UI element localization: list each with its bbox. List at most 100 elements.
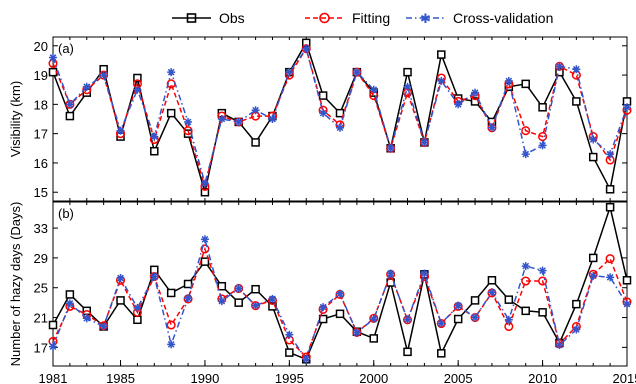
panel-b-cross-validation-point <box>116 274 125 283</box>
panel-a-cross-validation-point <box>268 115 277 123</box>
panel-a-obs-point <box>588 152 598 162</box>
legend: Obs Fitting ✱ Cross-validation <box>172 10 553 26</box>
panel-a-cross-validation-point <box>217 115 226 123</box>
panel-a-cross-validation-point <box>251 106 260 115</box>
panel-a-cross-validation-point <box>437 76 446 85</box>
panel-b-fitting-point <box>166 320 176 330</box>
panel-a-cross-validation-point <box>184 117 193 126</box>
panel-b-obs-point <box>538 308 547 317</box>
panel-b-cross-validation-point <box>82 314 91 323</box>
panel-b-cross-validation-point <box>538 266 547 275</box>
panel-a-cross-validation-point <box>319 109 328 118</box>
panel-a-cross-validation-point <box>352 68 361 77</box>
panel-b-cross-validation-point <box>589 271 598 280</box>
panel-b-cross-validation-point <box>302 355 311 364</box>
panel-a-fitting-point <box>521 126 531 136</box>
panel-b-cross-validation-point <box>167 340 176 349</box>
panel-a-y-ticks: 15 16 17 18 19 20 <box>34 37 628 201</box>
panel-a-cross-validation-point <box>116 126 125 135</box>
panel-a-obs-point <box>605 185 615 194</box>
panel-b-obs-point <box>622 276 632 285</box>
panel-b-fitting-point <box>521 276 531 286</box>
panel-b-cross-validation-point <box>555 341 564 350</box>
panel-b-cross-validation-point <box>606 273 615 282</box>
panel-b-y-tick-label: 25 <box>34 281 48 296</box>
panel-b-cross-validation-point <box>487 288 496 297</box>
panel-a-cross-validation-point <box>99 71 108 80</box>
panel-b-obs-point <box>470 296 480 305</box>
panel-b-cross-validation-point <box>200 235 209 244</box>
x-axis-ticks: 1981 1985 1990 1995 2000 2005 2010 2015 <box>39 360 636 384</box>
panel-a-obs-point <box>133 73 142 83</box>
panel-a-cross-validation-point <box>454 100 463 109</box>
panel-a-label: (a) <box>58 41 74 56</box>
panel-b-y-tick-label: 33 <box>34 221 48 236</box>
panel-a-cross-validation-point <box>336 123 344 132</box>
panel-a-obs-point <box>335 108 345 118</box>
panel-a-y-tick-label: 15 <box>34 185 48 200</box>
panel-a-cross-validation-point <box>386 144 395 153</box>
panel-a-fitting-point <box>538 132 548 142</box>
panel-a-cross-validation-point <box>521 150 530 159</box>
panel-a-cross-validation-point <box>200 179 209 188</box>
panel-b-y-axis-label: Number of hazy days (Days) <box>8 202 23 367</box>
panel-a-obs-point <box>150 146 159 156</box>
x-tick-label: 2010 <box>528 371 557 384</box>
panel-b-y-tick-label: 17 <box>34 340 48 355</box>
panel-a-obs-point <box>65 111 75 121</box>
panel-a-cross-validation-point <box>623 103 631 112</box>
panel-a-obs-point <box>521 79 530 89</box>
panel-a-cross-validation-point <box>572 65 581 74</box>
panel-b-cross-validation-point <box>420 269 429 278</box>
panel-a-obs-point <box>538 103 547 112</box>
panel-a-cross-validation-point <box>49 53 57 62</box>
panel-a-cross-validation-point <box>471 88 480 97</box>
panel-b-fitting-point <box>200 244 210 254</box>
x-tick-label: 2005 <box>444 371 473 384</box>
panel-a-y-tick-label: 17 <box>34 127 48 142</box>
x-tick-label: 2000 <box>359 371 388 384</box>
panel-b-cross-validation-point <box>285 330 294 339</box>
x-tick-label: 1985 <box>106 371 135 384</box>
panel-a-obs-point <box>318 91 328 100</box>
panel-b-cross-validation-point <box>403 315 412 324</box>
panel-b-obs-point <box>588 253 598 263</box>
panel-b-cross-validation-point <box>251 301 260 310</box>
panel-a-series <box>48 38 632 197</box>
panel-a-obs-point <box>572 97 581 106</box>
panel-b-y-tick-label: 21 <box>34 311 48 326</box>
panel-b-obs-point <box>166 288 176 298</box>
panel-a-obs-point <box>437 50 446 59</box>
panel-a-cross-validation-point <box>555 62 564 71</box>
panel-b-cross-validation-point <box>352 328 361 337</box>
panel-a-obs-point <box>166 108 176 118</box>
panel-b-cross-validation-point <box>454 301 463 310</box>
panel-b-obs-point <box>521 306 530 316</box>
panel-b-obs-point <box>200 257 210 266</box>
panel-b-obs-point <box>605 202 615 212</box>
panel-a-cross-validation-point <box>589 135 598 144</box>
panel-b-cross-validation-point <box>319 303 328 312</box>
panel-b-series-obs-line <box>52 204 628 361</box>
legend-item-fitting: Fitting <box>305 10 390 26</box>
panel-a-cross-validation-point <box>538 141 547 150</box>
panel-b-y-tick-label: 29 <box>34 251 48 266</box>
panel-b-obs-point <box>133 315 142 325</box>
panel-b-cross-validation-point <box>369 315 378 324</box>
panel-a-cross-validation-point <box>133 85 142 94</box>
x-tick-label: 1995 <box>275 371 304 384</box>
panel-b-cross-validation-point <box>217 297 226 306</box>
panel-b-obs-point <box>335 309 345 319</box>
panel-b-obs-point <box>437 349 446 358</box>
panel-b-obs-point <box>183 279 193 289</box>
panel-b-fitting-point <box>504 321 514 332</box>
panel-b-fitting-point <box>605 254 615 264</box>
panel-b-obs-point <box>217 281 227 291</box>
panel-a-y-tick-label: 18 <box>34 97 48 112</box>
legend-item-obs: Obs <box>172 10 245 26</box>
panel-a-obs-point <box>403 67 412 77</box>
panel-a-series-fitting-line <box>52 46 628 190</box>
x-tick-label: 1990 <box>190 371 219 384</box>
panel-b-cross-validation-point <box>471 313 480 322</box>
